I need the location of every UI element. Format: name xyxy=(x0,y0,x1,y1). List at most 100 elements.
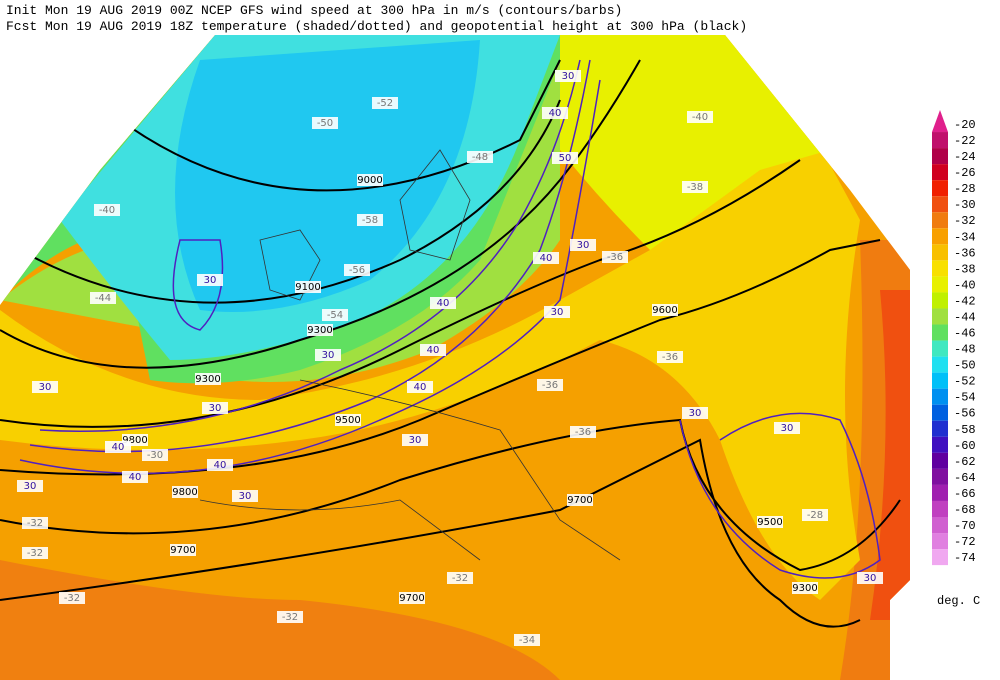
height-label: 9100 xyxy=(295,282,320,293)
temperature-label: -32 xyxy=(452,573,468,584)
wind-label: 30 xyxy=(864,573,877,584)
temperature-label: -48 xyxy=(472,152,488,163)
colorbar-swatch xyxy=(932,372,948,389)
colorbar: -20 -22 -24 -26 -28 -30 -32 -34 -36 -38 -40 -42 -44 -… xyxy=(932,110,976,566)
label-box xyxy=(857,572,883,584)
label-box xyxy=(537,379,563,391)
wind-label: 30 xyxy=(551,307,564,318)
colorbar-label: -72 xyxy=(954,535,976,549)
label-box xyxy=(467,151,493,163)
header-line: Fcst Mon 19 AUG 2019 18Z temperature (sh… xyxy=(6,19,747,34)
label-box xyxy=(17,480,43,492)
label-box xyxy=(357,214,383,226)
label-box xyxy=(555,70,581,82)
temperature-label: -58 xyxy=(362,215,378,226)
colorbar-swatch xyxy=(932,148,948,165)
label-box xyxy=(344,264,370,276)
label-box xyxy=(277,611,303,623)
temperature-label: -54 xyxy=(327,310,343,321)
label-box xyxy=(430,297,456,309)
colorbar-swatch xyxy=(932,308,948,325)
label-box xyxy=(94,204,120,216)
colorbar-swatch xyxy=(932,196,948,213)
label-box xyxy=(420,344,446,356)
wind-label: 40 xyxy=(414,382,427,393)
wind-label: 40 xyxy=(214,460,227,471)
colorbar-label: -48 xyxy=(954,343,976,357)
colorbar-swatch xyxy=(932,468,948,485)
map xyxy=(0,35,910,680)
label-box xyxy=(792,582,818,594)
label-box xyxy=(687,111,713,123)
temperature-label: -34 xyxy=(519,635,535,646)
colorbar-swatch xyxy=(932,517,948,534)
colorbar-label: -28 xyxy=(954,182,976,196)
label-box xyxy=(90,292,116,304)
label-box xyxy=(295,281,321,293)
label-box xyxy=(372,97,398,109)
label-box xyxy=(312,117,338,129)
temperature-label: -40 xyxy=(692,112,708,123)
colorbar-swatch xyxy=(932,324,948,341)
temperature-label: -32 xyxy=(64,593,80,604)
wind-label: 30 xyxy=(577,240,590,251)
label-box xyxy=(570,239,596,251)
colorbar-label: -70 xyxy=(954,519,976,533)
height-label: 9300 xyxy=(792,583,817,594)
wind-label: 40 xyxy=(437,298,450,309)
label-box xyxy=(22,517,48,529)
label-box xyxy=(542,107,568,119)
colorbar-swatch xyxy=(932,276,948,293)
wind-label: 30 xyxy=(204,275,217,286)
height-label: 9500 xyxy=(335,415,360,426)
label-box xyxy=(59,592,85,604)
colorbar-label: -50 xyxy=(954,359,976,373)
height-label: 9700 xyxy=(399,593,424,604)
label-box xyxy=(202,402,228,414)
label-box xyxy=(172,486,198,498)
colorbar-label: -34 xyxy=(954,230,976,244)
height-label: 9300 xyxy=(307,325,332,336)
colorbar-arrow xyxy=(932,110,948,132)
label-box xyxy=(652,304,678,316)
wind-label: 30 xyxy=(562,71,575,82)
label-box xyxy=(195,373,221,385)
wind-label: 40 xyxy=(549,108,562,119)
temperature-label: -32 xyxy=(282,612,298,623)
wind-label: 40 xyxy=(129,472,142,483)
temperature-label: -32 xyxy=(27,518,43,529)
label-box xyxy=(514,634,540,646)
temperature-label: -36 xyxy=(607,252,623,263)
label-box xyxy=(533,252,559,264)
temperature-label: -30 xyxy=(147,450,163,461)
label-box xyxy=(197,274,223,286)
label-box xyxy=(407,381,433,393)
label-box xyxy=(399,592,425,604)
temperature-label: -56 xyxy=(349,265,365,276)
colorbar-label: -68 xyxy=(954,503,976,517)
colorbar-unit: deg. C xyxy=(937,594,980,608)
wind-label: 50 xyxy=(559,153,572,164)
colorbar-label: -32 xyxy=(954,214,976,228)
colorbar-swatch xyxy=(932,132,948,149)
wind-label: 30 xyxy=(209,403,222,414)
colorbar-label: -24 xyxy=(954,150,976,164)
colorbar-label: -58 xyxy=(954,423,976,437)
temperature-label: -44 xyxy=(95,293,111,304)
label-box xyxy=(122,471,148,483)
label-box xyxy=(315,349,341,361)
colorbar-label: -44 xyxy=(954,310,976,324)
colorbar-swatch xyxy=(932,212,948,229)
label-box xyxy=(402,434,428,446)
temperature-label: -36 xyxy=(575,427,591,438)
wind-label: 40 xyxy=(540,253,553,264)
label-box xyxy=(552,152,578,164)
colorbar-label: -60 xyxy=(954,439,976,453)
colorbar-swatch xyxy=(932,388,948,405)
colorbar-label: -56 xyxy=(954,407,976,421)
label-box xyxy=(357,174,383,186)
colorbar-swatch xyxy=(932,340,948,357)
label-box xyxy=(307,324,333,336)
wind-label: 30 xyxy=(781,423,794,434)
temperature-label: -50 xyxy=(317,118,333,129)
